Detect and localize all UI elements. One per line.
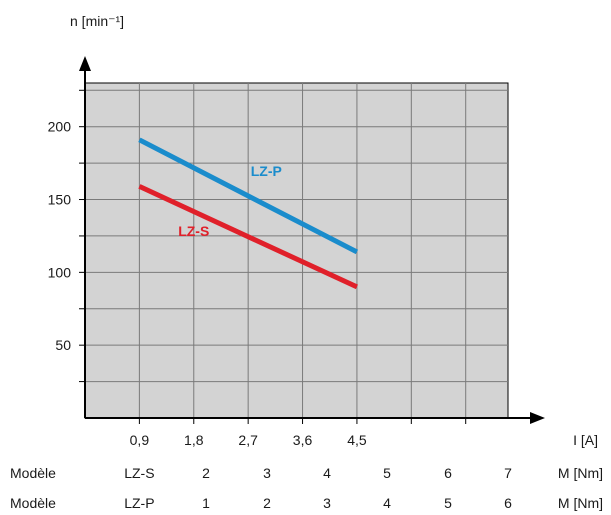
x-axis-label: I [A] [573, 432, 598, 448]
plot-area [84, 82, 509, 419]
torque-value: 5 [444, 495, 452, 511]
series-label-lz-s: LZ-S [178, 223, 209, 239]
torque-value: 3 [323, 495, 331, 511]
torque-unit-label: M [Nm] [558, 495, 603, 511]
y-tick-label: 100 [48, 264, 72, 280]
y-tick-label: 200 [48, 119, 72, 135]
torque-unit-label: M [Nm] [558, 465, 603, 481]
x-tick-label: 2,7 [238, 432, 258, 448]
y-axis-label: n [min⁻¹] [70, 13, 124, 29]
series-label-lz-p: LZ-P [251, 163, 282, 179]
x-tick-label: 0,9 [130, 432, 150, 448]
x-tick-label: 3,6 [293, 432, 313, 448]
torque-value: 5 [383, 465, 391, 481]
x-axis-arrow-icon [530, 412, 545, 424]
torque-value: 6 [504, 495, 512, 511]
torque-value: 2 [202, 465, 210, 481]
x-tick-label: 1,8 [184, 432, 204, 448]
torque-value: 7 [504, 465, 512, 481]
model-row-label: Modèle [10, 465, 56, 481]
y-tick-label: 50 [55, 337, 71, 353]
torque-value: 1 [202, 495, 210, 511]
torque-value: 2 [263, 495, 271, 511]
torque-value: 6 [444, 465, 452, 481]
model-row-label: Modèle [10, 495, 56, 511]
y-axis-arrow-icon [79, 56, 91, 71]
series-line-lz-p [138, 137, 359, 255]
torque-value: 3 [263, 465, 271, 481]
torque-value: 4 [383, 495, 391, 511]
y-tick-label: 150 [48, 192, 72, 208]
x-tick-label: 4,5 [347, 432, 367, 448]
series-line-lz-s [138, 184, 358, 290]
model-name: LZ-S [124, 465, 154, 481]
torque-value: 4 [323, 465, 331, 481]
model-name: LZ-P [124, 495, 154, 511]
